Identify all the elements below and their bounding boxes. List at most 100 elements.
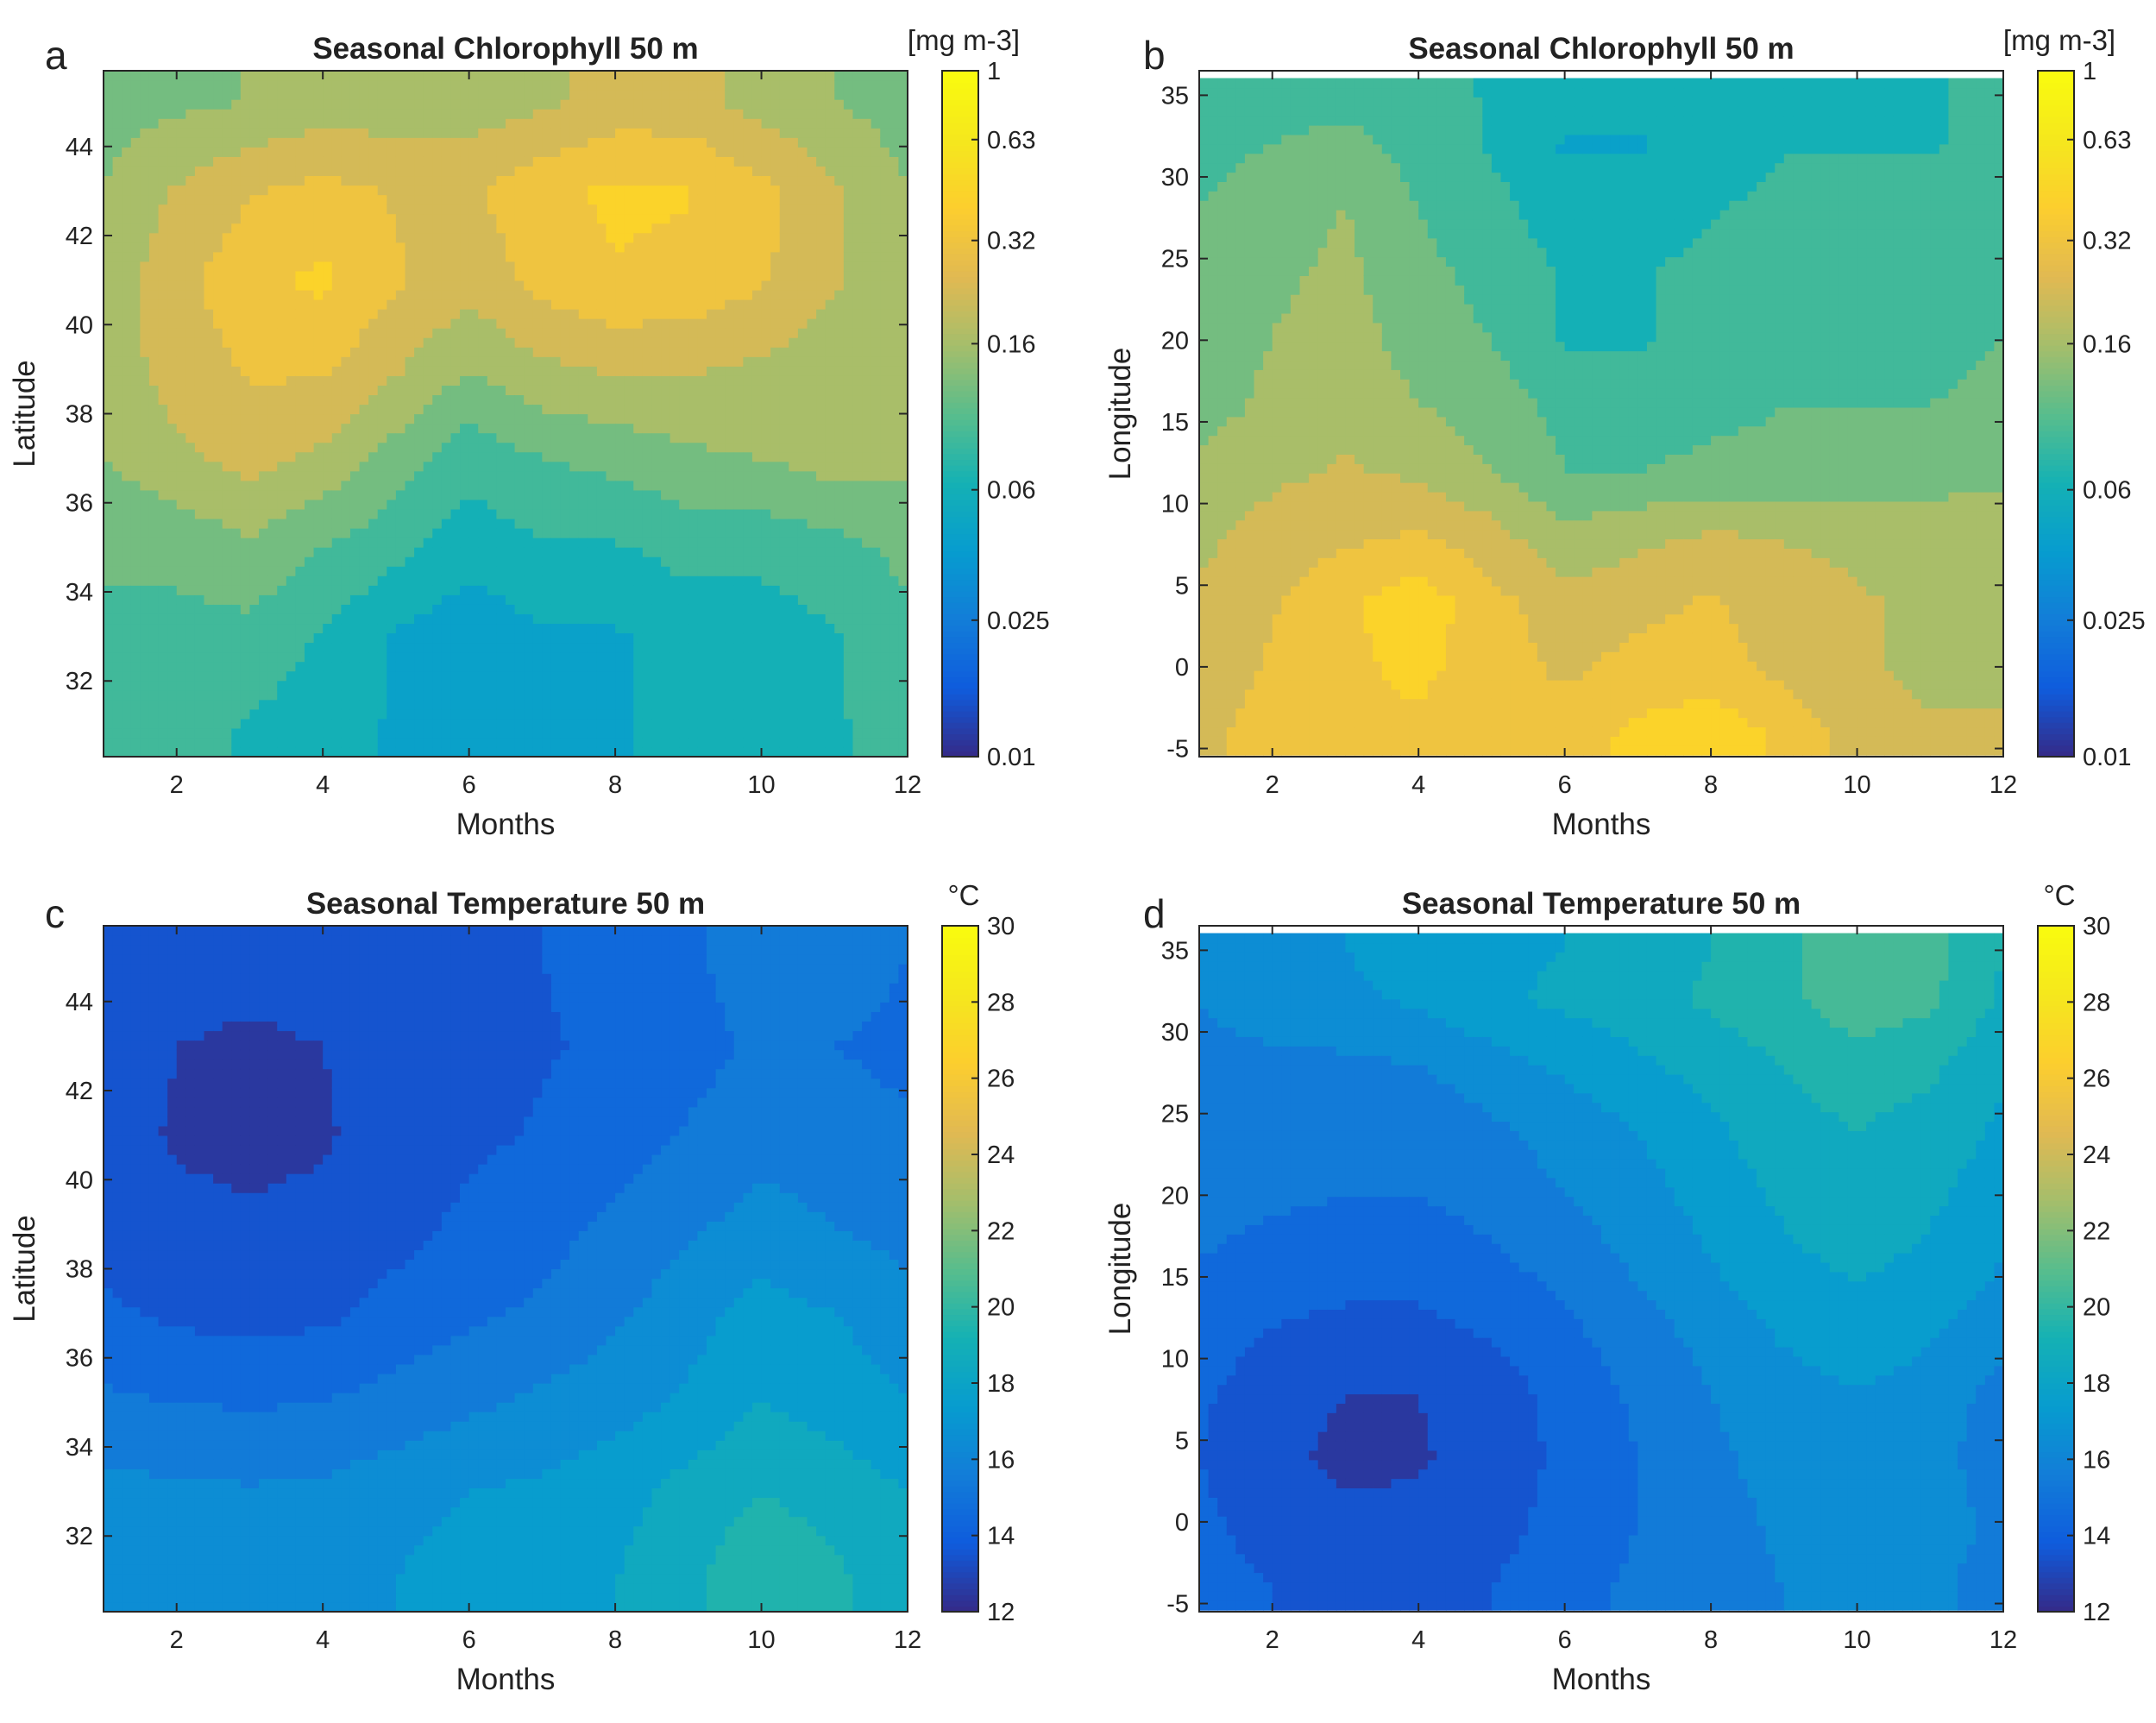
heatmap-cell: [506, 519, 515, 529]
heatmap-cell: [104, 147, 113, 157]
heatmap-cell: [396, 690, 405, 701]
heatmap-cell: [159, 719, 168, 729]
heatmap-cell: [195, 719, 204, 729]
heatmap-cell: [122, 632, 131, 643]
heatmap-cell: [113, 509, 123, 519]
heatmap-cell: [615, 575, 625, 586]
heatmap-cell: [579, 328, 588, 338]
heatmap-cell: [268, 452, 278, 462]
heatmap-cell: [469, 462, 479, 472]
heatmap-cell: [387, 662, 396, 672]
heatmap-cell: [716, 385, 726, 395]
heatmap-cell: [460, 632, 469, 643]
heatmap-cell: [396, 528, 405, 538]
heatmap-cell: [588, 233, 597, 243]
heatmap-cell: [185, 404, 195, 414]
heatmap-cell: [231, 290, 241, 300]
heatmap-cell: [533, 147, 543, 157]
heatmap-cell: [643, 175, 652, 186]
heatmap-cell: [716, 747, 726, 758]
heatmap-cell: [424, 700, 433, 710]
heatmap-cell: [332, 80, 342, 91]
heatmap-cell: [460, 375, 469, 386]
heatmap-cell: [360, 80, 369, 91]
heatmap-cell: [167, 632, 177, 643]
heatmap-cell: [323, 99, 332, 110]
heatmap-cell: [579, 528, 588, 538]
heatmap-cell: [515, 662, 525, 672]
heatmap-cell: [661, 99, 670, 110]
heatmap-cell: [305, 690, 314, 701]
heatmap-cell: [341, 671, 350, 682]
heatmap-cell: [697, 490, 707, 500]
heatmap-cell: [185, 290, 195, 300]
heatmap-cell: [341, 594, 350, 605]
heatmap-cell: [542, 385, 551, 395]
heatmap-cell: [588, 652, 597, 663]
heatmap-cell: [368, 156, 378, 167]
heatmap-cell: [140, 242, 149, 253]
heatmap-cell: [350, 662, 360, 672]
heatmap-cell: [460, 662, 469, 672]
heatmap-cell: [323, 299, 332, 310]
heatmap-cell: [716, 156, 726, 167]
heatmap-cell: [414, 166, 424, 176]
heatmap-cell: [533, 394, 543, 405]
heatmap-cell: [405, 252, 415, 262]
heatmap-cell: [122, 252, 131, 262]
heatmap-cell: [496, 280, 506, 291]
heatmap-cell: [478, 375, 487, 386]
heatmap-cell: [204, 290, 214, 300]
heatmap-cell: [670, 109, 680, 119]
heatmap-cell: [213, 681, 223, 691]
heatmap-cell: [697, 347, 707, 357]
heatmap-cell: [478, 242, 487, 253]
heatmap-cell: [396, 195, 405, 205]
heatmap-cell: [679, 632, 688, 643]
heatmap-cell: [131, 632, 141, 643]
heatmap-cell: [450, 747, 460, 758]
heatmap-cell: [496, 394, 506, 405]
heatmap-cell: [607, 538, 616, 548]
heatmap-cell: [104, 433, 113, 443]
heatmap-cell: [478, 328, 487, 338]
heatmap-cell: [579, 394, 588, 405]
heatmap-cell: [496, 700, 506, 710]
heatmap-cell: [341, 118, 350, 129]
heatmap-cell: [688, 328, 698, 338]
heatmap-cell: [450, 99, 460, 110]
heatmap-cell: [661, 195, 670, 205]
heatmap-cell: [396, 594, 405, 605]
heatmap-cell: [597, 481, 607, 491]
heatmap-cell: [688, 90, 698, 100]
heatmap-cell: [707, 452, 716, 462]
heatmap-cell: [442, 166, 451, 176]
heatmap-cell: [104, 709, 113, 720]
heatmap-cell: [551, 118, 561, 129]
heatmap-cell: [607, 261, 616, 272]
heatmap-cell: [305, 738, 314, 748]
heatmap-cell: [314, 252, 324, 262]
heatmap-cell: [378, 490, 387, 500]
heatmap-cell: [478, 557, 487, 567]
heatmap-cell: [177, 681, 186, 691]
heatmap-cell: [341, 186, 350, 196]
heatmap-cell: [185, 299, 195, 310]
heatmap-cell: [305, 90, 314, 100]
heatmap-cell: [314, 242, 324, 253]
heatmap-cell: [707, 394, 716, 405]
heatmap-cell: [350, 709, 360, 720]
heatmap-cell: [213, 204, 223, 215]
heatmap-cell: [177, 347, 186, 357]
heatmap-cell: [515, 337, 525, 348]
heatmap-cell: [661, 385, 670, 395]
heatmap-cell: [295, 404, 305, 414]
heatmap-cell: [533, 433, 543, 443]
heatmap-cell: [378, 166, 387, 176]
heatmap-cell: [597, 547, 607, 557]
heatmap-cell: [643, 233, 652, 243]
heatmap-cell: [569, 594, 579, 605]
heatmap-cell: [670, 366, 680, 376]
heatmap-cell: [314, 519, 324, 529]
heatmap-cell: [286, 99, 296, 110]
